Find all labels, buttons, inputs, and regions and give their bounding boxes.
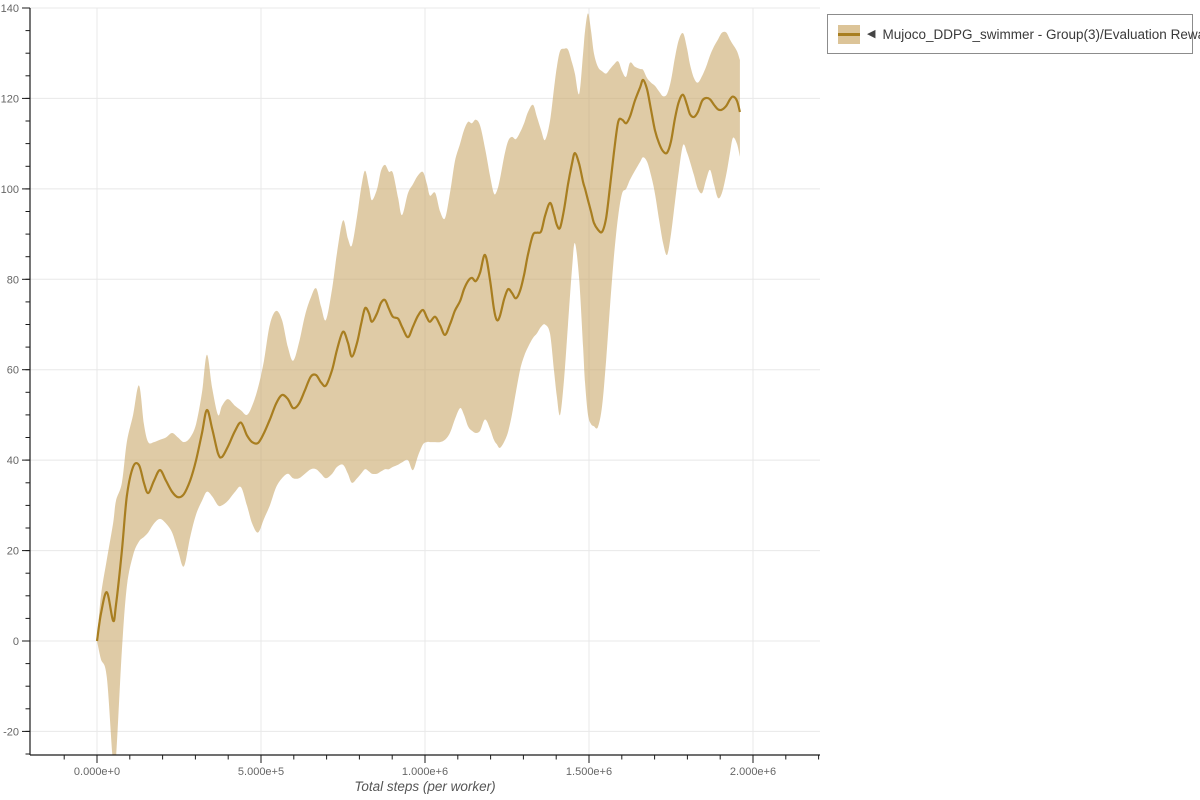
x-axis-caption: Total steps (per worker) bbox=[354, 779, 496, 794]
collapse-legend-icon[interactable]: ◀ bbox=[867, 27, 876, 40]
y-tick-label: 0 bbox=[13, 636, 19, 648]
y-tick-label: 20 bbox=[7, 546, 19, 558]
x-tick-label: 5.000e+5 bbox=[238, 766, 284, 778]
y-tick-label: 120 bbox=[1, 93, 19, 105]
series-group bbox=[95, 13, 741, 755]
x-tick-label: 2.000e+6 bbox=[730, 766, 776, 778]
y-tick-label: -20 bbox=[3, 726, 19, 738]
y-tick-label: 80 bbox=[7, 274, 19, 286]
mean-line bbox=[95, 78, 741, 642]
series-label: Mujoco_DDPG_swimmer - Group(3)/Evaluatio… bbox=[882, 26, 1200, 42]
x-tick-label: 1.500e+6 bbox=[566, 766, 612, 778]
y-tick-label: 60 bbox=[7, 365, 19, 377]
tick-labels: -20 0 20 40 60 80 100 120 140 0.000e+0 5.000e+5 1.0… bbox=[1, 3, 776, 778]
y-tick-label: 100 bbox=[1, 184, 19, 196]
y-tick-label: 40 bbox=[7, 455, 19, 467]
x-tick-label: 0.000e+0 bbox=[74, 766, 120, 778]
x-tick-label: 1.000e+6 bbox=[402, 766, 448, 778]
tick-marks bbox=[22, 7, 820, 763]
y-tick-label: 140 bbox=[1, 3, 19, 15]
legend-box[interactable]: ◀ Mujoco_DDPG_swimmer - Group(3)/Evaluat… bbox=[827, 14, 1200, 54]
series-swatch-line bbox=[838, 32, 860, 36]
confidence-band bbox=[97, 13, 740, 755]
series-swatch-icon bbox=[838, 24, 860, 44]
